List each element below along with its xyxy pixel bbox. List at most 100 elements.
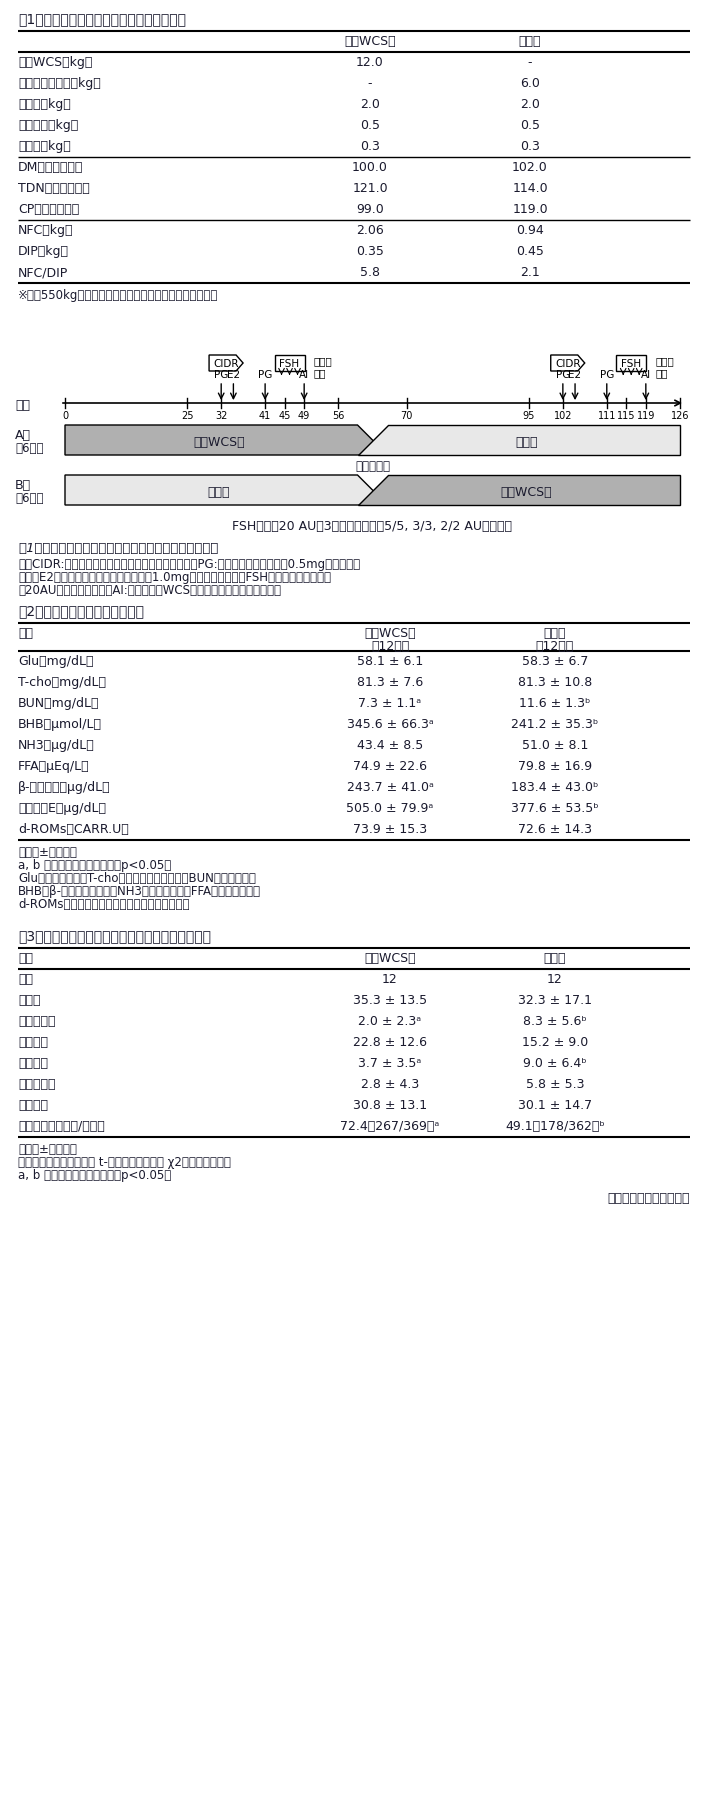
Text: 22.8 ± 12.6: 22.8 ± 12.6 <box>353 1036 427 1048</box>
Text: 114.0: 114.0 <box>513 181 548 194</box>
Text: CIDR: CIDR <box>555 359 580 368</box>
Text: 32.3 ± 17.1: 32.3 ± 17.1 <box>518 994 592 1007</box>
Text: 102: 102 <box>553 410 572 421</box>
Text: 採血: 採血 <box>655 368 668 377</box>
Text: 0.3: 0.3 <box>360 140 380 152</box>
Text: 変性胚数: 変性胚数 <box>18 1056 48 1070</box>
Text: 100.0: 100.0 <box>352 161 388 174</box>
Text: 胚回収: 胚回収 <box>314 356 332 366</box>
Text: 区分: 区分 <box>18 952 33 965</box>
Text: 377.6 ± 53.5ᵇ: 377.6 ± 53.5ᵇ <box>511 802 599 814</box>
Text: 51.0 ± 8.1: 51.0 ± 8.1 <box>522 738 588 751</box>
Text: 0.35: 0.35 <box>356 245 384 258</box>
Text: 稲ワラ（kg）: 稲ワラ（kg） <box>18 98 70 111</box>
Text: 乾草区: 乾草区 <box>544 952 566 965</box>
Text: 注）CIDR:腟内留置型プロジェステロン製剤の装着、PG:クロプロステノール（0.5mg）の筋肉内: 注）CIDR:腟内留置型プロジェステロン製剤の装着、PG:クロプロステノール（0… <box>18 557 360 571</box>
Text: 30.8 ± 13.1: 30.8 ± 13.1 <box>353 1099 427 1112</box>
Text: 日数: 日数 <box>15 399 30 412</box>
Text: 81.3 ± 7.6: 81.3 ± 7.6 <box>357 675 423 689</box>
Text: Glu：グルコース、T-cho：総コレステロール、BUN：尿素窒素、: Glu：グルコース、T-cho：総コレステロール、BUN：尿素窒素、 <box>18 871 256 885</box>
Text: FSH: FSH <box>621 359 642 368</box>
Text: 9.0 ± 6.4ᵇ: 9.0 ± 6.4ᵇ <box>523 1056 587 1070</box>
Text: β-カロテン（μg/dL）: β-カロテン（μg/dL） <box>18 780 111 793</box>
Text: 乾草区: 乾草区 <box>519 34 541 47</box>
Text: 乾草区: 乾草区 <box>515 435 537 448</box>
Text: 乾草区: 乾草区 <box>207 486 230 499</box>
Text: イタリアン乾草（kg）: イタリアン乾草（kg） <box>18 76 101 91</box>
Text: （20AU）の筋肉内投与、AI:人工授精、WCS：ホールクロップサイレージ: （20AU）の筋肉内投与、AI:人工授精、WCS：ホールクロップサイレージ <box>18 584 281 597</box>
Text: 配合飼料（kg）: 配合飼料（kg） <box>18 120 78 132</box>
Text: 大豆粕（kg）: 大豆粕（kg） <box>18 140 70 152</box>
FancyBboxPatch shape <box>616 356 646 372</box>
Text: -: - <box>368 76 372 91</box>
Text: 8.3 ± 5.6ᵇ: 8.3 ± 5.6ᵇ <box>523 1014 587 1027</box>
Text: 0.94: 0.94 <box>516 223 544 238</box>
Text: 79.8 ± 16.9: 79.8 ± 16.9 <box>518 760 592 773</box>
Text: 0.3: 0.3 <box>520 140 540 152</box>
Text: 99.0: 99.0 <box>356 203 384 216</box>
Text: 2.8 ± 4.3: 2.8 ± 4.3 <box>361 1078 419 1090</box>
Text: T-cho（mg/dL）: T-cho（mg/dL） <box>18 675 106 689</box>
Text: 過存卵胞数: 過存卵胞数 <box>18 1014 56 1027</box>
Text: 0.5: 0.5 <box>360 120 380 132</box>
Text: 2.0 ± 2.3ᵃ: 2.0 ± 2.3ᵃ <box>358 1014 422 1027</box>
Polygon shape <box>65 475 388 506</box>
Text: 表2　胚回収時の血液成分の比較: 表2 胚回収時の血液成分の比較 <box>18 604 144 617</box>
Text: （6頭）: （6頭） <box>15 443 44 455</box>
Text: DM充足率（％）: DM充足率（％） <box>18 161 83 174</box>
Text: 58.3 ± 6.7: 58.3 ± 6.7 <box>522 655 588 668</box>
Text: 45: 45 <box>278 410 291 421</box>
Text: 2.1: 2.1 <box>520 267 540 279</box>
Text: イネWCS区: イネWCS区 <box>344 34 396 47</box>
Text: E2: E2 <box>227 370 240 379</box>
Text: 0: 0 <box>62 410 68 421</box>
Text: 102.0: 102.0 <box>512 161 548 174</box>
Text: 243.7 ± 41.0ᵃ: 243.7 ± 41.0ᵃ <box>347 780 434 793</box>
Text: イネWCS区: イネWCS区 <box>501 486 552 499</box>
Text: ※体重550kgの黒毛和種繁殖牛（維持期）に対する給与量: ※体重550kgの黒毛和種繁殖牛（維持期）に対する給与量 <box>18 288 219 301</box>
Text: CP充足率（％）: CP充足率（％） <box>18 203 79 216</box>
Text: 2.0: 2.0 <box>520 98 540 111</box>
Text: 25: 25 <box>180 410 193 421</box>
Text: 115: 115 <box>617 410 636 421</box>
Text: TDN充足率（％）: TDN充足率（％） <box>18 181 90 194</box>
Text: 119: 119 <box>637 410 655 421</box>
Text: 乾草区: 乾草区 <box>544 626 566 640</box>
Text: 未受精卵数: 未受精卵数 <box>18 1078 56 1090</box>
Text: 頭数: 頭数 <box>18 972 33 985</box>
Text: イネWCS区: イネWCS区 <box>364 952 416 965</box>
Text: 表3　過剰排卵処理後の卵巣反応および胚回収成績: 表3 過剰排卵処理後の卵巣反応および胚回収成績 <box>18 929 211 943</box>
Text: （後藤裕司、大島一修）: （後藤裕司、大島一修） <box>608 1192 690 1204</box>
Text: 81.3 ± 10.8: 81.3 ± 10.8 <box>518 675 592 689</box>
Text: 正常胚数: 正常胚数 <box>18 1036 48 1048</box>
Text: d-ROMs：活性酸素代謝産物（酸化ストレス度）: d-ROMs：活性酸素代謝産物（酸化ストレス度） <box>18 898 190 911</box>
Text: 72.6 ± 14.3: 72.6 ± 14.3 <box>518 822 592 836</box>
Text: A群: A群 <box>15 428 31 443</box>
Text: 505.0 ± 79.9ᵃ: 505.0 ± 79.9ᵃ <box>346 802 434 814</box>
Text: 183.4 ± 43.0ᵇ: 183.4 ± 43.0ᵇ <box>511 780 599 793</box>
Text: 121.0: 121.0 <box>352 181 388 194</box>
Text: 7.3 ± 1.1ᵃ: 7.3 ± 1.1ᵃ <box>358 697 422 709</box>
Polygon shape <box>209 356 243 372</box>
Text: 採血: 採血 <box>314 368 326 377</box>
Text: 41: 41 <box>259 410 271 421</box>
Text: 0.45: 0.45 <box>516 245 544 258</box>
Text: 74.9 ± 22.6: 74.9 ± 22.6 <box>353 760 427 773</box>
Text: PG: PG <box>599 370 614 379</box>
Text: B群: B群 <box>15 479 31 492</box>
Text: 241.2 ± 35.3ᵇ: 241.2 ± 35.3ᵇ <box>511 718 599 731</box>
Text: Glu（mg/dL）: Glu（mg/dL） <box>18 655 94 668</box>
Text: 11.6 ± 1.3ᵇ: 11.6 ± 1.3ᵇ <box>520 697 591 709</box>
Text: （12頭）: （12頭） <box>371 640 409 653</box>
Text: NFC/DIP: NFC/DIP <box>18 267 68 279</box>
Text: FSH: FSH <box>279 359 300 368</box>
Text: 35.3 ± 13.5: 35.3 ± 13.5 <box>353 994 427 1007</box>
Text: 49: 49 <box>298 410 310 421</box>
Text: 飼料の切替: 飼料の切替 <box>355 459 390 473</box>
Text: PG: PG <box>214 370 228 379</box>
Text: 12: 12 <box>547 972 563 985</box>
Text: 5.8 ± 5.3: 5.8 ± 5.3 <box>526 1078 584 1090</box>
Text: AI: AI <box>641 370 651 379</box>
Text: 70: 70 <box>400 410 413 421</box>
Text: AI: AI <box>299 370 309 379</box>
